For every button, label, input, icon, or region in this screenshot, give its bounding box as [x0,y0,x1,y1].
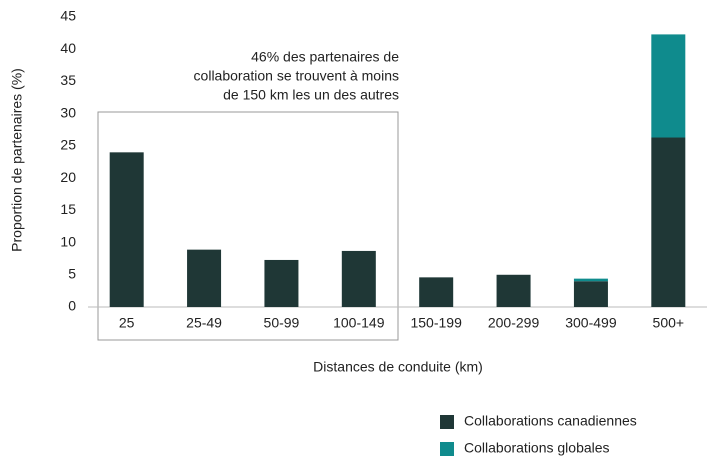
y-tick-label: 40 [60,40,76,56]
legend-label: Collaborations canadiennes [464,413,637,429]
x-tick-label: 25 [119,315,135,331]
annotation-text: collaboration se trouvent à moins [194,68,399,84]
y-tick-label: 45 [60,8,76,24]
y-tick-label: 30 [60,104,76,120]
bar [187,249,222,307]
bar [573,278,608,282]
bar [496,274,531,307]
y-tick-label: 25 [60,137,76,153]
y-tick-label: 10 [60,233,76,249]
bar [651,137,686,307]
bar [651,34,686,138]
x-tick-label: 300-499 [565,315,617,331]
y-axis-label: Proportion de partenaires (%) [9,68,25,252]
bar [264,259,299,307]
legend-label: Collaborations globales [464,440,610,456]
bar [573,281,608,307]
x-axis-label: Distances de conduite (km) [313,359,483,375]
legend-swatch [440,415,454,429]
bar [109,152,144,307]
x-tick-label: 50-99 [264,315,300,331]
x-tick-label: 150-199 [410,315,462,331]
annotation-box [97,111,399,341]
x-tick-label: 25-49 [186,315,222,331]
x-tick-label: 500+ [653,315,685,331]
bar [419,277,454,307]
x-tick-label: 200-299 [488,315,540,331]
y-tick-label: 15 [60,201,76,217]
y-tick-label: 5 [68,265,76,281]
y-tick-label: 0 [68,298,76,314]
bar [341,250,376,307]
y-tick-label: 35 [60,72,76,88]
y-tick-label: 20 [60,169,76,185]
annotation-text: de 150 km les un des autres [223,87,399,103]
x-tick-label: 100-149 [333,315,385,331]
legend-swatch [440,442,454,456]
annotation-text: 46% des partenaires de [251,49,399,65]
